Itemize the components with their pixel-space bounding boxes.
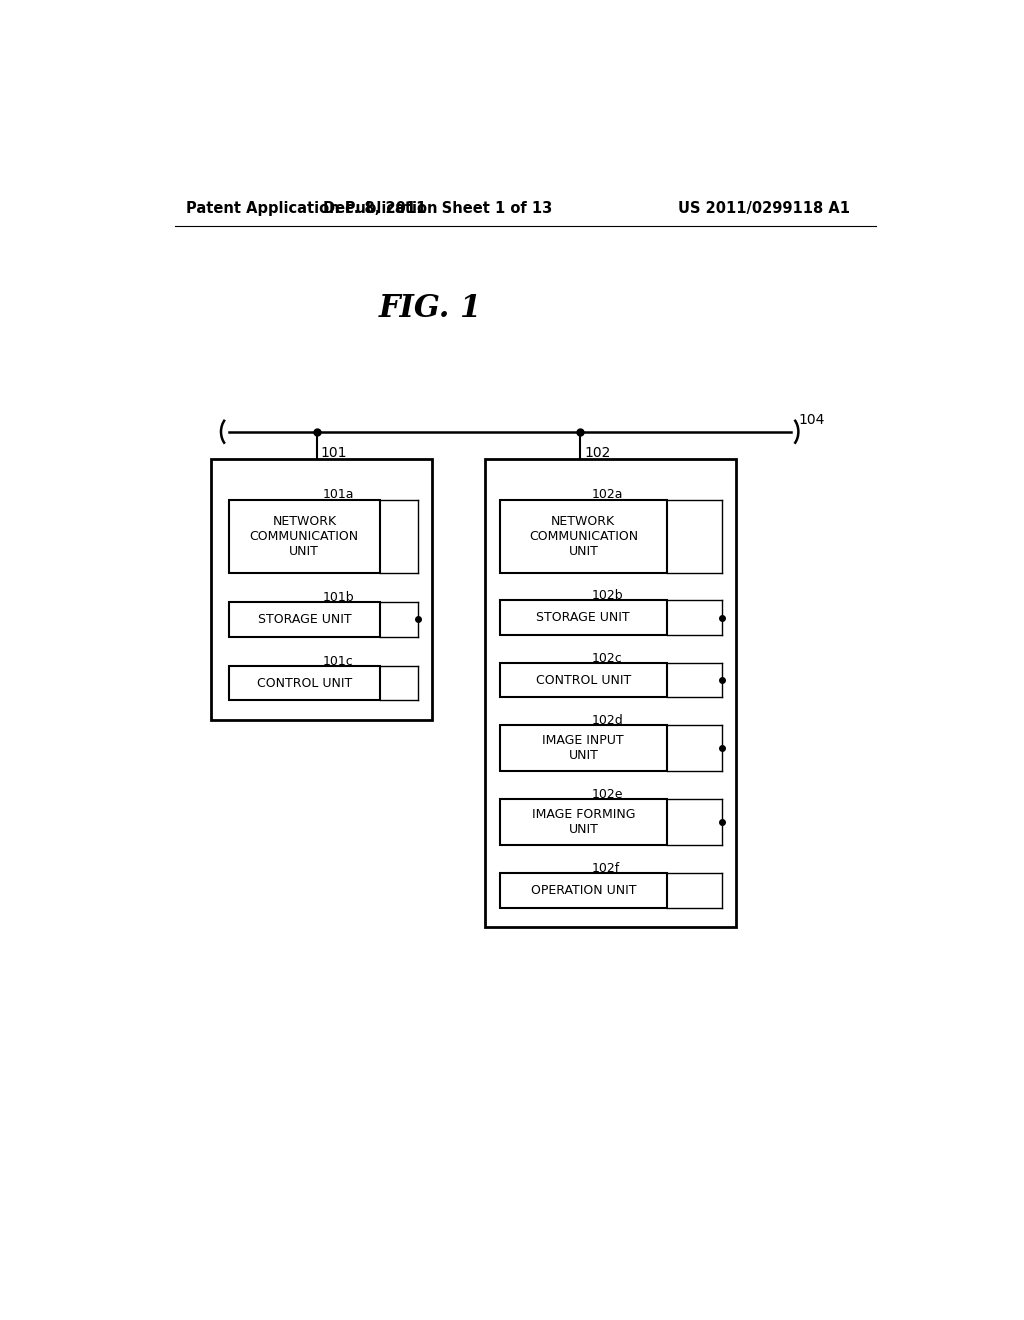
Text: 101c: 101c: [323, 655, 353, 668]
Bar: [500, 799, 667, 845]
Text: Patent Application Publication: Patent Application Publication: [186, 201, 437, 216]
Text: 102c: 102c: [592, 652, 623, 665]
Text: FIG. 1: FIG. 1: [379, 293, 482, 323]
Bar: [484, 459, 736, 927]
Text: STORAGE UNIT: STORAGE UNIT: [257, 612, 351, 626]
Bar: [500, 873, 667, 908]
Bar: [500, 601, 667, 635]
Text: OPERATION UNIT: OPERATION UNIT: [530, 884, 636, 896]
Bar: [211, 459, 432, 719]
Text: 102f: 102f: [592, 862, 620, 875]
Bar: [500, 499, 667, 573]
Text: 102e: 102e: [592, 788, 624, 801]
Text: Dec. 8, 2011   Sheet 1 of 13: Dec. 8, 2011 Sheet 1 of 13: [324, 201, 553, 216]
Bar: [500, 663, 667, 697]
Text: 101a: 101a: [323, 488, 354, 502]
Bar: [228, 499, 380, 573]
Text: 102d: 102d: [592, 714, 624, 727]
Bar: [228, 602, 380, 636]
Text: CONTROL UNIT: CONTROL UNIT: [536, 673, 631, 686]
Text: IMAGE INPUT
UNIT: IMAGE INPUT UNIT: [543, 734, 624, 762]
Text: IMAGE FORMING
UNIT: IMAGE FORMING UNIT: [531, 808, 635, 836]
Text: 101b: 101b: [323, 591, 354, 603]
Text: 102b: 102b: [592, 589, 624, 602]
Text: STORAGE UNIT: STORAGE UNIT: [537, 611, 630, 624]
Text: CONTROL UNIT: CONTROL UNIT: [257, 677, 352, 689]
Bar: [228, 665, 380, 701]
Text: 104: 104: [799, 413, 824, 428]
Text: NETWORK
COMMUNICATION
UNIT: NETWORK COMMUNICATION UNIT: [528, 515, 638, 557]
Text: US 2011/0299118 A1: US 2011/0299118 A1: [678, 201, 850, 216]
Text: NETWORK
COMMUNICATION
UNIT: NETWORK COMMUNICATION UNIT: [250, 515, 358, 557]
Text: 102a: 102a: [592, 488, 624, 502]
Text: 101: 101: [321, 446, 347, 459]
Text: 102: 102: [584, 446, 610, 459]
Bar: [500, 725, 667, 771]
